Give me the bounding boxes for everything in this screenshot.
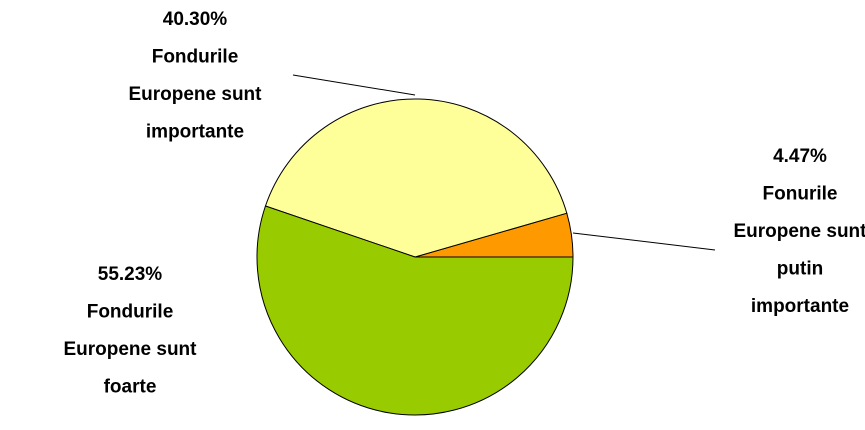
slice-label: Europene sunt <box>128 84 262 105</box>
slice-label: Fondurile <box>152 47 239 68</box>
slice-label: Europene sunt <box>733 221 865 242</box>
slice-label: Fondurile <box>87 302 174 323</box>
leader-line <box>572 232 716 251</box>
slice-label: importante <box>751 296 849 317</box>
slice-label: putin <box>777 259 823 280</box>
leader-line <box>292 74 416 96</box>
slice-label: Europene sunt <box>63 339 197 360</box>
data-label: 40.30% <box>163 9 228 30</box>
slice-label: Fonurile <box>763 184 838 205</box>
data-label: 55.23% <box>98 264 163 285</box>
slice-label: importante <box>146 122 244 143</box>
data-label: 4.47% <box>773 146 827 167</box>
pie-slice <box>264 98 568 258</box>
slice-label: foarte <box>104 377 157 398</box>
pie-slice <box>256 205 574 416</box>
